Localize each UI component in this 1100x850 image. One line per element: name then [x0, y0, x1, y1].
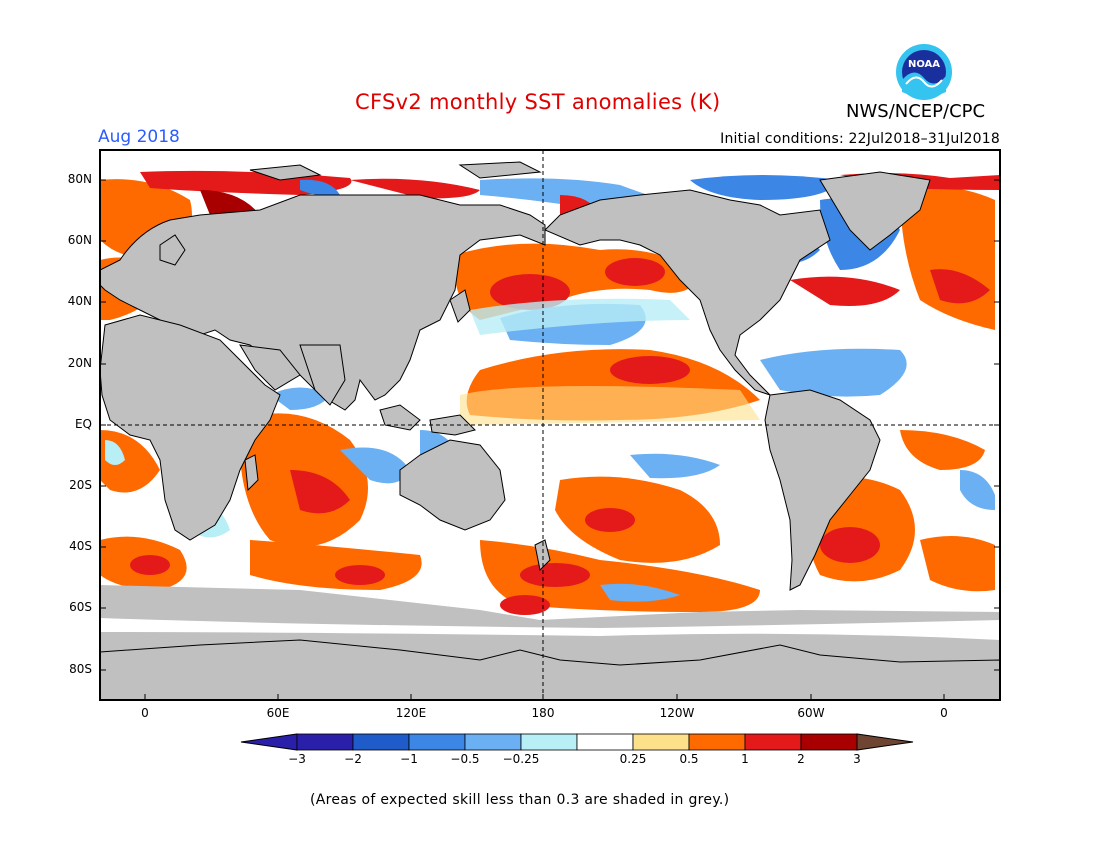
africa-land [100, 314, 281, 541]
initial-conditions: Initial conditions: 22Jul2018–31Jul2018 [720, 131, 1000, 147]
colorbar-label: 2 [797, 752, 805, 766]
lat-label: EQ [74, 417, 92, 431]
agency-label: NWS/NCEP/CPC [846, 101, 986, 122]
colorbar-segment [576, 733, 634, 751]
colorbar-segment [688, 733, 746, 751]
colorbar-over-arrow [856, 733, 914, 751]
colorbar-segment [464, 733, 522, 751]
south-america-land [764, 389, 881, 591]
lon-label: 60E [266, 706, 290, 720]
colorbar-label: −0.5 [450, 752, 480, 766]
lon-label: 0 [940, 706, 948, 720]
colorbar-label: 0.5 [679, 752, 699, 766]
lat-label: 20N [67, 356, 92, 370]
colorbar-segment [632, 733, 690, 751]
colorbar-under-arrow [240, 733, 298, 751]
lon-label: 120E [395, 706, 427, 720]
lat-label: 80N [67, 172, 92, 186]
colorbar-segment [800, 733, 858, 751]
colorbar-label: −2 [344, 752, 362, 766]
colorbar-label: −3 [288, 752, 306, 766]
lon-label: 180 [531, 706, 555, 720]
north-america-land [544, 189, 831, 396]
colorbar-label: −0.25 [502, 752, 540, 766]
colorbar-label: −1 [400, 752, 418, 766]
noaa-logo-text: NOAA [908, 59, 940, 70]
colorbar-label: 0.25 [619, 752, 647, 766]
lat-label: 60N [67, 233, 92, 247]
lon-label: 60W [797, 706, 825, 720]
colorbar-segment [744, 733, 802, 751]
antarctica-land [100, 639, 1000, 700]
colorbar-segment [352, 733, 410, 751]
lat-label: 80S [69, 662, 92, 676]
skill-footnote: (Areas of expected skill less than 0.3 a… [310, 792, 730, 808]
colorbar-segment [408, 733, 466, 751]
colorbar-label: 3 [853, 752, 861, 766]
australia-land [399, 439, 506, 531]
forecast-month: Aug 2018 [98, 127, 180, 147]
lat-label: 40N [67, 294, 92, 308]
lon-label: 120W [659, 706, 695, 720]
eurasia-land [100, 194, 546, 411]
colorbar-segment [520, 733, 578, 751]
lat-label: 40S [69, 539, 92, 553]
greenland-land [819, 171, 931, 251]
lat-label: 60S [69, 600, 92, 614]
land-masses [100, 161, 1000, 700]
colorbar-label: 1 [741, 752, 749, 766]
lat-label: 20S [69, 478, 92, 492]
lon-label: 0 [141, 706, 149, 720]
noaa-logo: NOAA [894, 40, 986, 104]
colorbar-segment [296, 733, 354, 751]
chart-title: CFSv2 monthly SST anomalies (K) [355, 90, 721, 114]
colorbar [240, 733, 914, 751]
